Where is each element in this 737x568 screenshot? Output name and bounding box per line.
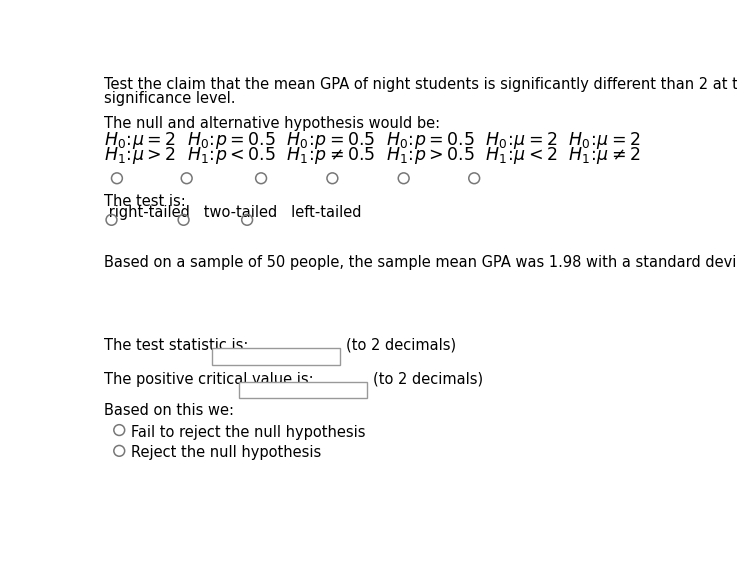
Text: Reject the null hypothesis: Reject the null hypothesis [131, 445, 321, 461]
FancyBboxPatch shape [240, 382, 367, 399]
Text: The null and alternative hypothesis would be:: The null and alternative hypothesis woul… [104, 116, 440, 131]
Text: Test the claim that the mean GPA of night students is significantly different th: Test the claim that the mean GPA of nigh… [104, 77, 737, 93]
FancyBboxPatch shape [212, 348, 340, 365]
Text: (to 2 decimals): (to 2 decimals) [374, 371, 483, 387]
Text: right-tailed   two-tailed   left-tailed: right-tailed two-tailed left-tailed [104, 205, 361, 220]
Text: $H_1\!:\!\mu > 2\ \ H_1\!:\!p < 0.5\ \ H_1\!:\!p \neq 0.5\ \ H_1\!:\!p > 0.5\ \ : $H_1\!:\!\mu > 2\ \ H_1\!:\!p < 0.5\ \ H… [104, 145, 640, 166]
Text: Based on this we:: Based on this we: [104, 403, 234, 418]
Text: The positive critical value is:: The positive critical value is: [104, 371, 313, 387]
Text: Based on a sample of 50 people, the sample mean GPA was 1.98 with a standard dev: Based on a sample of 50 people, the samp… [104, 255, 737, 270]
Text: significance level.: significance level. [104, 91, 235, 106]
Text: The test statistic is:: The test statistic is: [104, 337, 248, 353]
Text: Fail to reject the null hypothesis: Fail to reject the null hypothesis [131, 425, 366, 440]
Text: $H_0\!:\!\mu = 2\ \ H_0\!:\!p = 0.5\ \ H_0\!:\!p = 0.5\ \ H_0\!:\!p = 0.5\ \ H_0: $H_0\!:\!\mu = 2\ \ H_0\!:\!p = 0.5\ \ H… [104, 130, 640, 151]
Text: The test is:: The test is: [104, 194, 186, 208]
Text: (to 2 decimals): (to 2 decimals) [346, 337, 456, 353]
